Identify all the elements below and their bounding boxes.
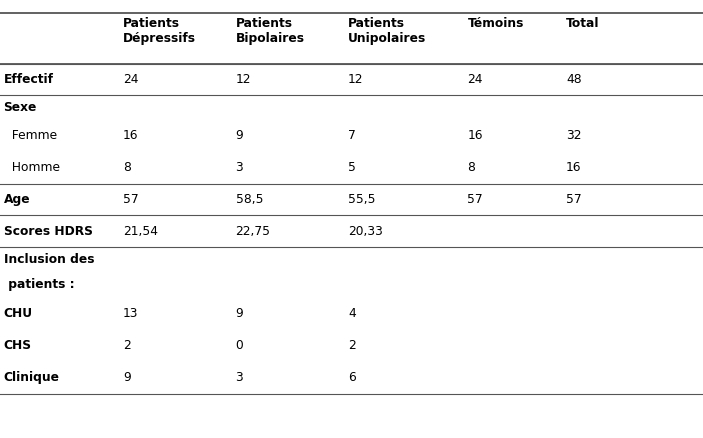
Text: 48: 48 (566, 73, 581, 86)
Text: 9: 9 (236, 307, 243, 320)
Text: 20,33: 20,33 (348, 225, 383, 238)
Text: Témoins: Témoins (467, 17, 524, 30)
Text: 8: 8 (123, 161, 131, 174)
Text: 24: 24 (123, 73, 138, 86)
Text: 57: 57 (566, 193, 581, 206)
Text: Effectif: Effectif (4, 73, 53, 86)
Text: Inclusion des: Inclusion des (4, 253, 94, 266)
Text: Homme: Homme (4, 161, 60, 174)
Text: Patients
Bipolaires: Patients Bipolaires (236, 17, 304, 45)
Text: 6: 6 (348, 371, 356, 384)
Text: 58,5: 58,5 (236, 193, 263, 206)
Text: 5: 5 (348, 161, 356, 174)
Text: 2: 2 (348, 339, 356, 352)
Text: 57: 57 (467, 193, 483, 206)
Text: CHU: CHU (4, 307, 32, 320)
Text: 3: 3 (236, 371, 243, 384)
Text: 55,5: 55,5 (348, 193, 375, 206)
Text: 12: 12 (348, 73, 363, 86)
Text: Patients
Dépressifs: Patients Dépressifs (123, 17, 196, 45)
Text: 12: 12 (236, 73, 251, 86)
Text: CHS: CHS (4, 339, 32, 352)
Text: 7: 7 (348, 129, 356, 142)
Text: 4: 4 (348, 307, 356, 320)
Text: Total: Total (566, 17, 600, 30)
Text: 8: 8 (467, 161, 475, 174)
Text: 0: 0 (236, 339, 243, 352)
Text: 16: 16 (566, 161, 581, 174)
Text: 13: 13 (123, 307, 138, 320)
Text: patients :: patients : (4, 278, 74, 291)
Text: Scores HDRS: Scores HDRS (4, 225, 92, 238)
Text: 22,75: 22,75 (236, 225, 271, 238)
Text: 2: 2 (123, 339, 131, 352)
Text: 9: 9 (236, 129, 243, 142)
Text: Patients
Unipolaires: Patients Unipolaires (348, 17, 426, 45)
Text: 16: 16 (123, 129, 138, 142)
Text: 9: 9 (123, 371, 131, 384)
Text: 16: 16 (467, 129, 483, 142)
Text: Femme: Femme (4, 129, 57, 142)
Text: Clinique: Clinique (4, 371, 60, 384)
Text: 21,54: 21,54 (123, 225, 158, 238)
Text: Age: Age (4, 193, 30, 206)
Text: 3: 3 (236, 161, 243, 174)
Text: 24: 24 (467, 73, 483, 86)
Text: 57: 57 (123, 193, 138, 206)
Text: Sexe: Sexe (4, 101, 37, 114)
Text: 32: 32 (566, 129, 581, 142)
